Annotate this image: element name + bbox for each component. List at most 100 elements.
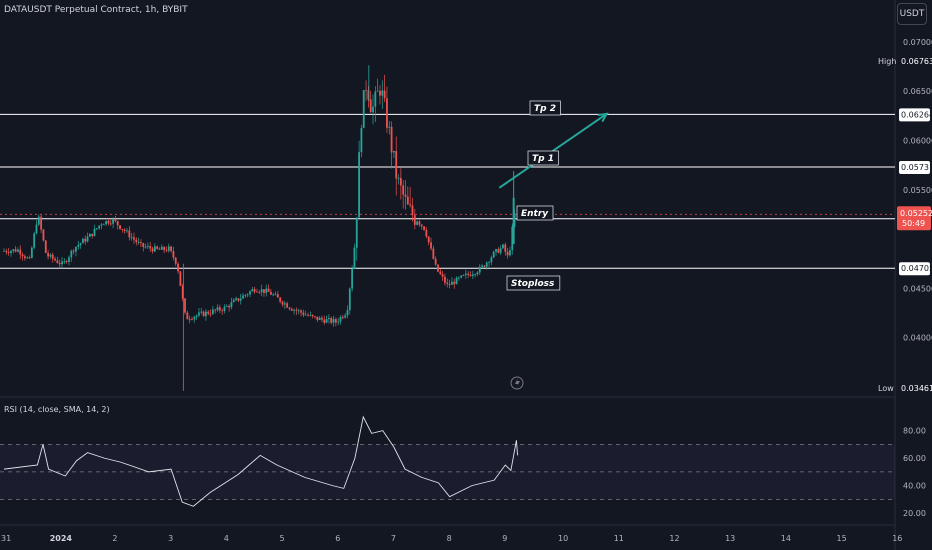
candle-body [499, 248, 502, 253]
candle-body [205, 311, 207, 317]
candle-body [404, 194, 407, 197]
candle-body [253, 289, 256, 292]
time-tick-label: 12 [669, 534, 679, 543]
candle-body [137, 242, 140, 243]
candle-body [411, 205, 414, 216]
candle-body [448, 283, 451, 285]
candle-body [49, 254, 52, 257]
candle-body [423, 226, 425, 231]
candle-body [181, 285, 184, 299]
candle-body [239, 298, 242, 301]
candle-body [216, 307, 219, 311]
candle-body [232, 299, 235, 303]
candle-body [395, 150, 398, 179]
candle-body [156, 246, 159, 249]
candle-body [10, 250, 12, 254]
candle-body [321, 317, 323, 320]
candle-body [121, 228, 124, 230]
candle-body [214, 309, 217, 311]
tp2-label: Tp 2 [534, 104, 556, 114]
candle-body [509, 250, 511, 256]
candle-body [249, 291, 251, 295]
candle-body [179, 271, 182, 286]
candle-body [114, 218, 117, 222]
candle-body [200, 311, 203, 313]
currency-button[interactable]: USDT [897, 3, 927, 25]
candle-body [211, 309, 214, 314]
candle-body [283, 303, 286, 305]
tp1-label-box [527, 150, 559, 166]
candle-body [142, 243, 145, 247]
candle-body [314, 316, 316, 318]
candle-body [63, 261, 66, 262]
candle-body [430, 242, 432, 249]
time-tick-label: 10 [558, 534, 568, 543]
candle-body [42, 229, 45, 241]
time-tick-label: 2 [112, 534, 117, 543]
candle-body [44, 240, 47, 253]
candle-body [37, 216, 40, 225]
candle-body [399, 177, 402, 186]
candle-body [170, 246, 172, 252]
candle-body [267, 288, 270, 292]
candle-body [293, 309, 296, 311]
candle-body [14, 249, 17, 252]
candle-body [511, 226, 514, 251]
candle-body [339, 316, 342, 322]
candle-body [478, 266, 481, 273]
tp2-label-box [529, 100, 561, 116]
stoploss-label-box [506, 275, 561, 291]
candle-body [30, 247, 33, 258]
candle-body [242, 295, 244, 299]
lightning-icon-bolt [515, 378, 520, 388]
candle-body [12, 249, 15, 251]
time-tick-label: 7 [391, 534, 396, 543]
candle-body [21, 254, 24, 257]
candle-body [123, 229, 126, 232]
time-tick-label: 31 [1, 534, 11, 543]
time-tick-label: 9 [502, 534, 507, 543]
candle-body [397, 177, 400, 179]
candle-body [390, 126, 393, 153]
candle-body [309, 314, 312, 316]
candle-body [144, 246, 147, 248]
candle-body [481, 265, 483, 267]
candle-body [455, 277, 458, 285]
candle-body [316, 316, 319, 320]
candle-body [91, 233, 94, 237]
candle-body [295, 309, 298, 311]
countdown-value: 50:49 [902, 219, 925, 228]
candle-body [467, 273, 470, 275]
candle-body [75, 246, 77, 252]
candle-body [376, 90, 379, 92]
candle-body [353, 247, 356, 269]
candle-body [304, 314, 307, 316]
candle-body [7, 252, 10, 254]
candle-body [374, 91, 377, 107]
candle-body [462, 275, 465, 276]
candle-body [68, 257, 70, 262]
candle-body [464, 273, 467, 276]
candle-body [19, 249, 22, 255]
candle-body [84, 238, 87, 242]
candle-body [258, 291, 261, 293]
rsi-line [3, 415, 519, 507]
candle-body [288, 307, 291, 309]
candle-body [100, 224, 103, 226]
candle-body [174, 257, 177, 264]
candle-body [135, 239, 138, 243]
candle-body [77, 245, 80, 247]
candle-body [358, 152, 360, 218]
candle-body [23, 256, 26, 259]
candle-body [149, 246, 152, 249]
low-value: 0.03461 [901, 384, 932, 393]
candle-body [483, 265, 486, 267]
candle-body [165, 250, 168, 251]
candle-body [386, 98, 388, 128]
candle-body [495, 249, 497, 252]
